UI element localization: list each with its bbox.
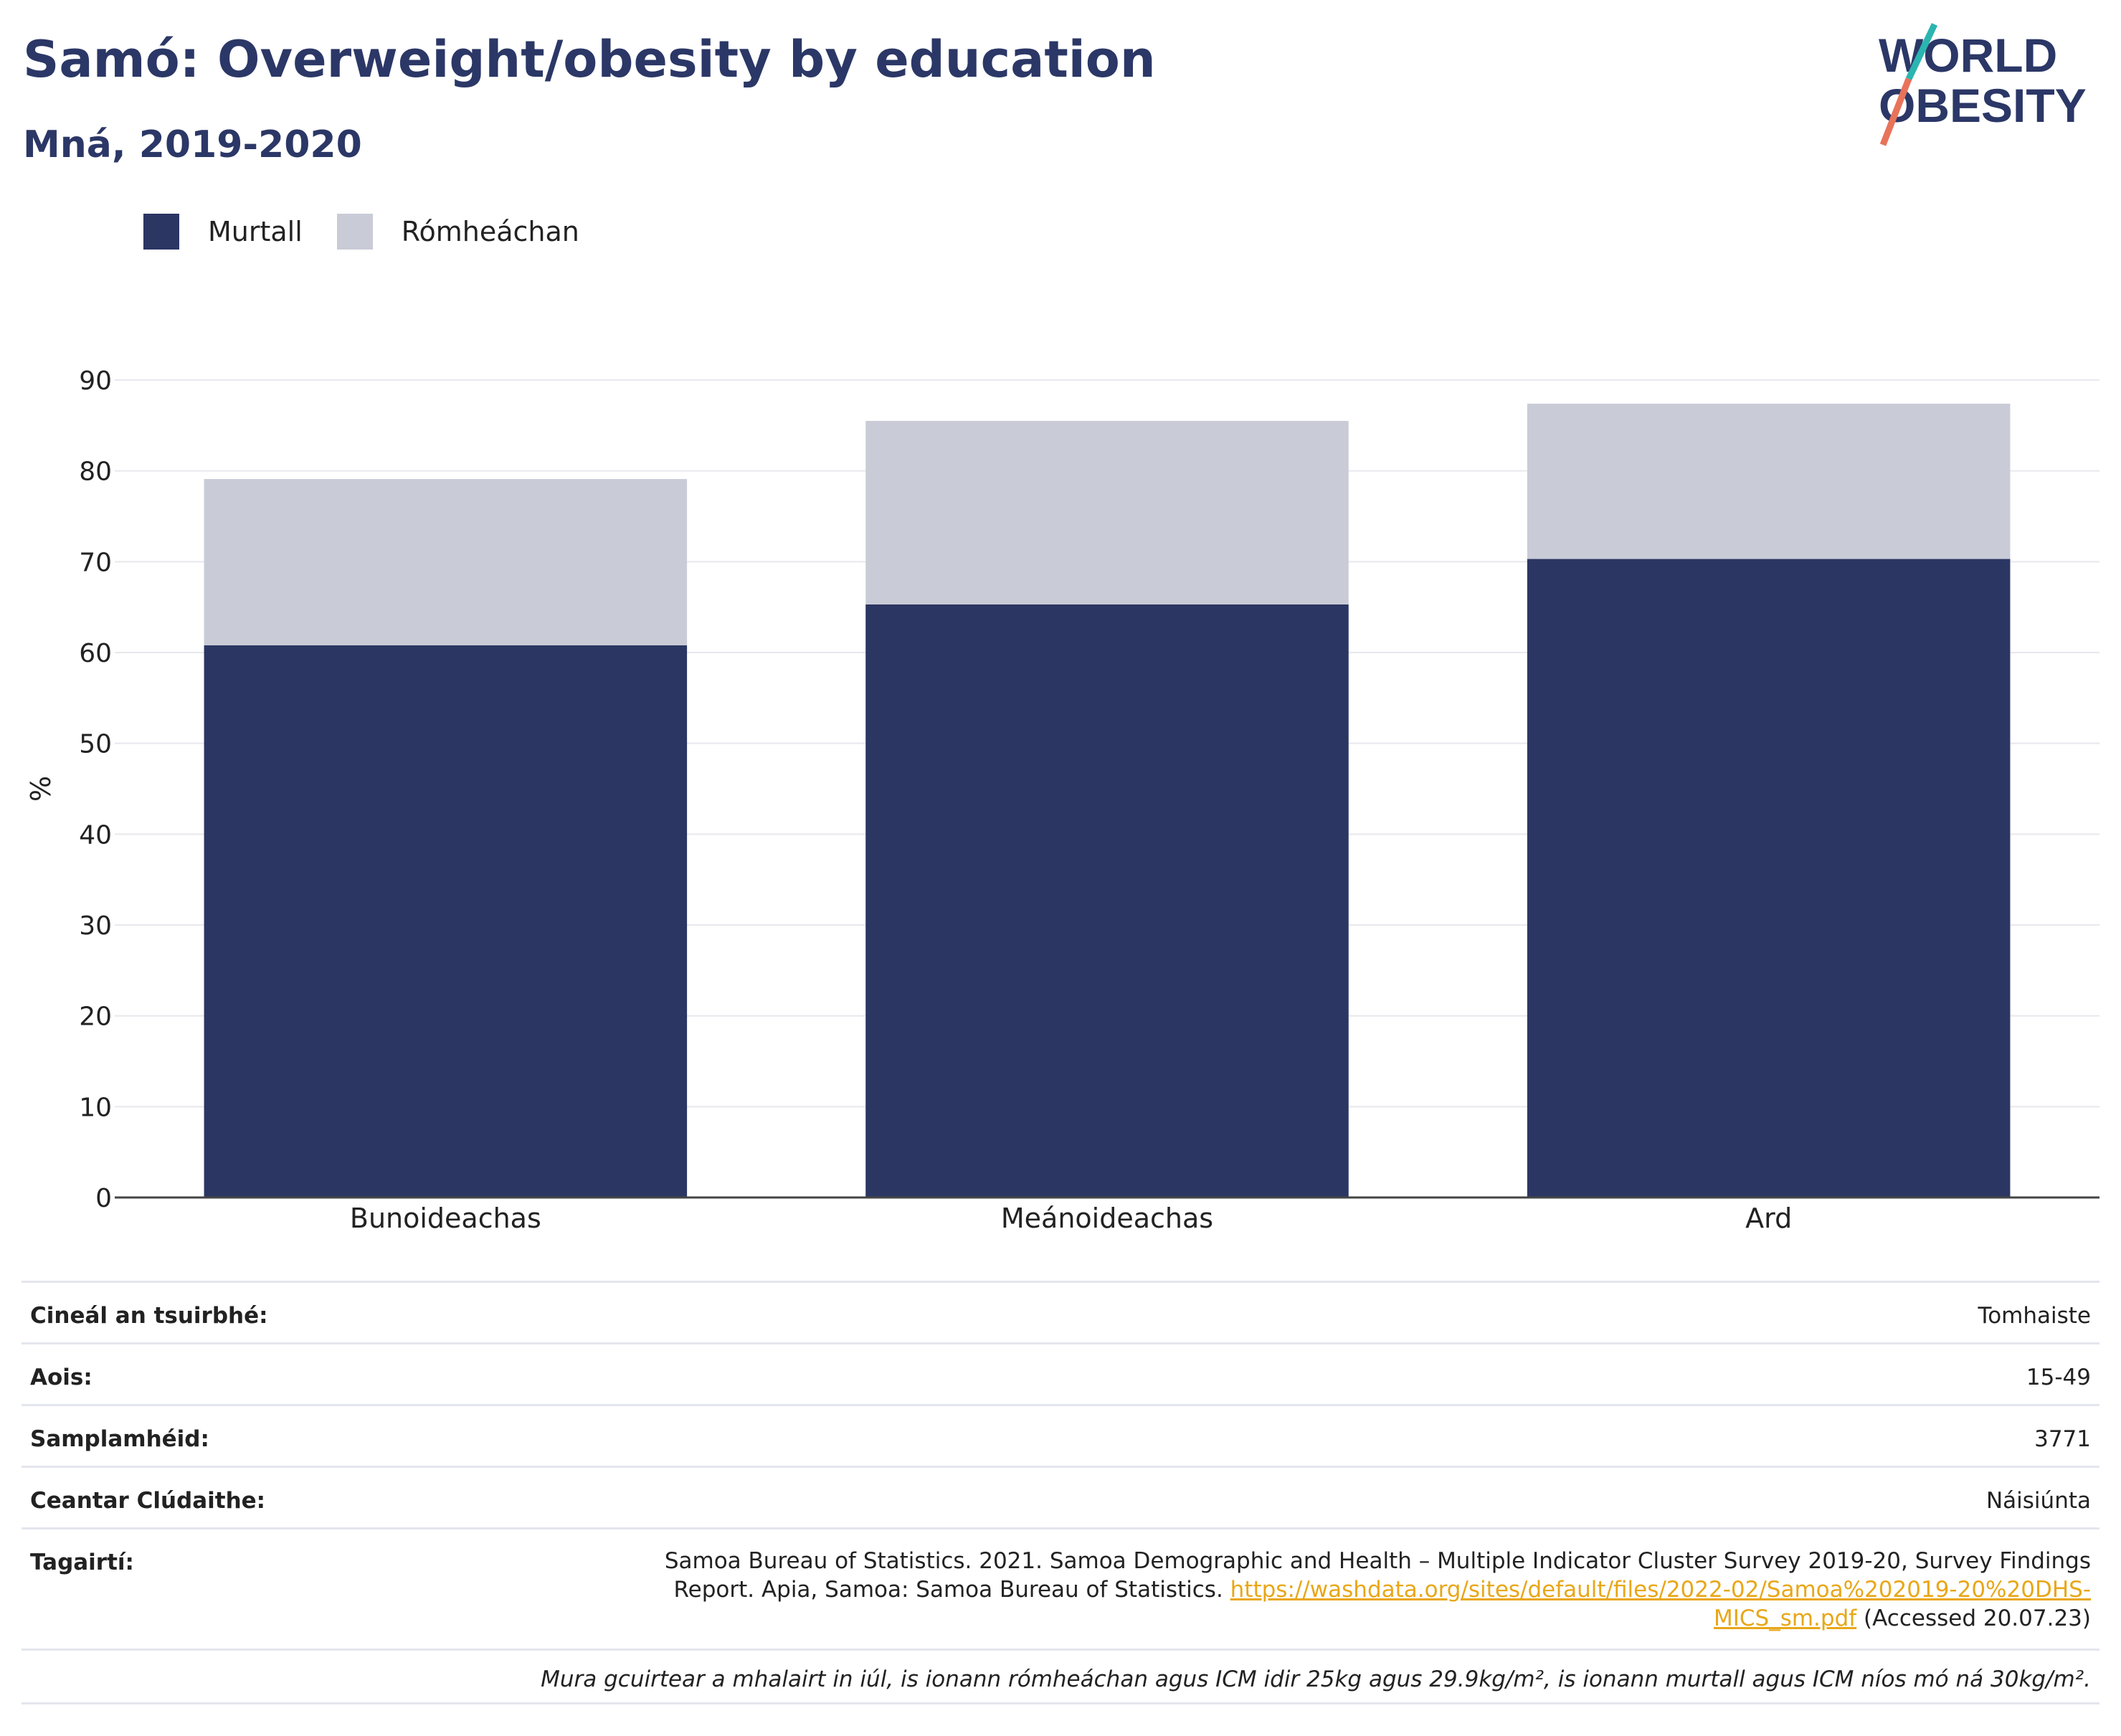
- logo-slash-teal: [1905, 23, 1938, 80]
- references-accessed: (Accessed 20.07.23): [1864, 1605, 2091, 1631]
- y-tick-label: 90: [79, 366, 112, 396]
- y-tick-label: 50: [79, 730, 112, 759]
- y-tick-label: 40: [79, 820, 112, 850]
- survey-type-value: Tomhaiste: [1978, 1303, 2091, 1329]
- age-label: Aois:: [30, 1365, 92, 1390]
- bar-segment: [1527, 559, 2011, 1197]
- legend-label-overweight: Rómheáchan: [401, 216, 579, 247]
- references-label: Tagairtí:: [30, 1550, 134, 1575]
- y-tick-label: 0: [95, 1184, 112, 1213]
- logo-text-world: WORLD: [1879, 29, 2057, 82]
- age-value: 15-49: [2026, 1365, 2091, 1390]
- coverage-label: Ceantar Clúdaithe:: [30, 1488, 266, 1514]
- y-tick-label: 10: [79, 1093, 112, 1122]
- references-link[interactable]: https://washdata.org/sites/default/files…: [1230, 1577, 2091, 1631]
- x-tick-label: Meánoideachas: [1001, 1203, 1213, 1234]
- info-row-sample-size: Samplamhéid: 3771: [22, 1404, 2099, 1466]
- sample-size-value: 3771: [2034, 1426, 2091, 1452]
- logo-text-obesity: OBESITY: [1879, 79, 2087, 132]
- y-axis-label: %: [25, 776, 57, 802]
- y-tick-label: 30: [79, 911, 112, 941]
- info-row-survey-type: Cineál an tsuirbhé: Tomhaiste: [22, 1281, 2099, 1342]
- y-tick-label: 20: [79, 1002, 112, 1032]
- info-row-references: Tagairtí: Samoa Bureau of Statistics. 20…: [22, 1527, 2099, 1649]
- y-tick-label: 80: [79, 457, 112, 487]
- legend-label-obesity: Murtall: [208, 216, 303, 247]
- survey-info-table: Cineál an tsuirbhé: Tomhaiste Aois: 15-4…: [22, 1281, 2099, 1704]
- chart-legend: Murtall Rómheáchan: [143, 214, 614, 250]
- references-text: Samoa Bureau of Statistics. 2021. Samoa …: [664, 1548, 2091, 1603]
- legend-swatch-overweight: [336, 214, 373, 250]
- survey-type-label: Cineál an tsuirbhé:: [30, 1303, 268, 1329]
- chart-subtitle: Mná, 2019-2020: [23, 123, 362, 166]
- coverage-value: Náisiúnta: [1985, 1488, 2091, 1514]
- legend-item-overweight[interactable]: Rómheáchan: [336, 214, 579, 250]
- y-tick-label: 60: [79, 639, 112, 668]
- bar-segment: [865, 604, 1349, 1197]
- bar-segment: [204, 645, 688, 1197]
- legend-item-obesity[interactable]: Murtall: [143, 214, 303, 250]
- logo-slash-coral: [1879, 77, 1912, 146]
- bar-segment: [1527, 403, 2011, 559]
- x-tick-label: Bunoideachas: [350, 1203, 541, 1234]
- info-row-coverage: Ceantar Clúdaithe: Náisiúnta: [22, 1466, 2099, 1527]
- legend-swatch-obesity: [143, 214, 179, 250]
- sample-size-label: Samplamhéid:: [30, 1426, 209, 1452]
- x-tick-label: Ard: [1745, 1203, 1792, 1234]
- stacked-bar-chart: 0 10 20 30 40 50 60 70 80 90 Bunoideachas Meánoidea…: [25, 366, 2099, 1234]
- references-value: Samoa Bureau of Statistics. 2021. Samoa …: [628, 1529, 2091, 1633]
- definition-note: Mura gcuirtear a mhalairt in iúl, is ion…: [22, 1649, 2099, 1704]
- y-tick-label: 70: [79, 548, 112, 577]
- bar-segment: [204, 479, 688, 645]
- chart-title: Samó: Overweight/obesity by education: [23, 30, 1156, 89]
- info-row-age: Aois: 15-49: [22, 1342, 2099, 1404]
- world-obesity-logo: WORLD OBESITY: [1879, 23, 2087, 146]
- bar-segment: [865, 421, 1349, 604]
